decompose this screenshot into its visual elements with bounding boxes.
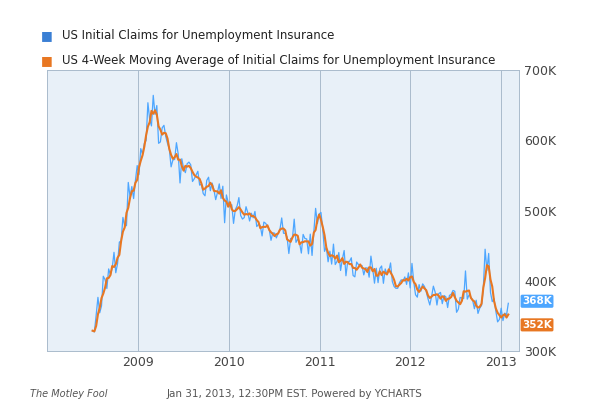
Text: ■: ■ — [41, 29, 53, 42]
Text: US Initial Claims for Unemployment Insurance: US Initial Claims for Unemployment Insur… — [62, 29, 335, 42]
Text: 352K: 352K — [522, 320, 552, 330]
Text: 368K: 368K — [522, 296, 552, 306]
Text: US 4-Week Moving Average of Initial Claims for Unemployment Insurance: US 4-Week Moving Average of Initial Clai… — [62, 54, 496, 66]
Text: ■: ■ — [41, 54, 53, 66]
Text: The Motley Fool: The Motley Fool — [30, 389, 107, 399]
Text: Jan 31, 2013, 12:30PM EST. Powered by YCHARTS: Jan 31, 2013, 12:30PM EST. Powered by YC… — [167, 389, 423, 399]
